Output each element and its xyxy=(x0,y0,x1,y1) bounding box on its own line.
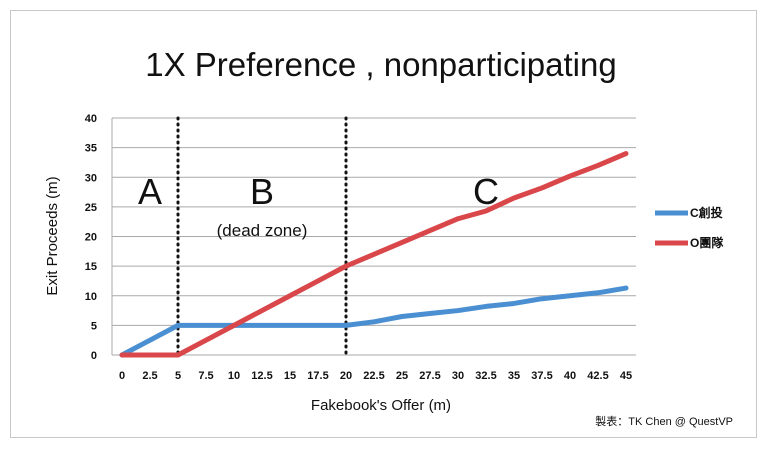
x-tick-label: 42.5 xyxy=(587,370,608,382)
x-tick-label: 12.5 xyxy=(251,370,272,382)
x-tick-label: 7.5 xyxy=(198,370,213,382)
y-tick-label: 20 xyxy=(85,232,97,244)
y-tick-label: 30 xyxy=(85,172,97,184)
x-tick-label: 25 xyxy=(396,370,408,382)
x-tick-label: 2.5 xyxy=(142,370,157,382)
legend: C創投 O團隊 xyxy=(655,205,724,250)
x-tick-label: 17.5 xyxy=(307,370,328,382)
region-letter: B xyxy=(250,171,274,212)
x-axis-label: Fakebook's Offer (m) xyxy=(311,397,451,414)
region-note: (dead zone) xyxy=(217,221,308,240)
x-tick-label: 20 xyxy=(340,370,352,382)
x-tick-labels: 0 2.5 5 7.5 10 12.5 15 17.5 20 22.5 25 27.5 30 32.5 35… xyxy=(119,370,632,382)
y-tick-label: 35 xyxy=(85,143,97,155)
x-tick-label: 37.5 xyxy=(531,370,552,382)
legend-label: O團隊 xyxy=(690,235,724,250)
credit-text: 製表：TK Chen @ QuestVP xyxy=(595,414,733,428)
x-tick-label: 10 xyxy=(228,370,240,382)
x-tick-label: 30 xyxy=(452,370,464,382)
y-tick-label: 25 xyxy=(85,202,97,214)
x-tick-label: 40 xyxy=(564,370,576,382)
x-tick-label: 32.5 xyxy=(475,370,496,382)
x-tick-label: 22.5 xyxy=(363,370,384,382)
y-tick-label: 0 xyxy=(91,350,97,362)
series-line xyxy=(119,151,629,358)
x-tick-label: 35 xyxy=(508,370,520,382)
region-letter: A xyxy=(138,171,162,212)
y-axis-label: Exit Proceeds (m) xyxy=(44,176,61,295)
y-tick-label: 10 xyxy=(85,291,97,303)
region-labels: A B(dead zone)C xyxy=(138,171,499,240)
x-tick-label: 15 xyxy=(284,370,296,382)
y-tick-label: 5 xyxy=(91,320,97,332)
x-tick-label: 5 xyxy=(175,370,181,382)
legend-label: C創投 xyxy=(690,205,723,220)
region-dividers xyxy=(176,116,348,357)
y-tick-label: 15 xyxy=(85,261,97,273)
chart-title: 1X Preference , nonparticipating xyxy=(145,46,616,83)
y-tick-labels: 0 5 10 15 20 25 30 35 40 xyxy=(85,113,97,362)
x-tick-label: 27.5 xyxy=(419,370,440,382)
y-tick-label: 40 xyxy=(85,113,97,125)
x-tick-label: 0 xyxy=(119,370,125,382)
x-tick-label: 45 xyxy=(620,370,632,382)
chart-frame xyxy=(10,10,757,438)
series-line xyxy=(119,285,629,358)
series-lines xyxy=(119,151,629,358)
